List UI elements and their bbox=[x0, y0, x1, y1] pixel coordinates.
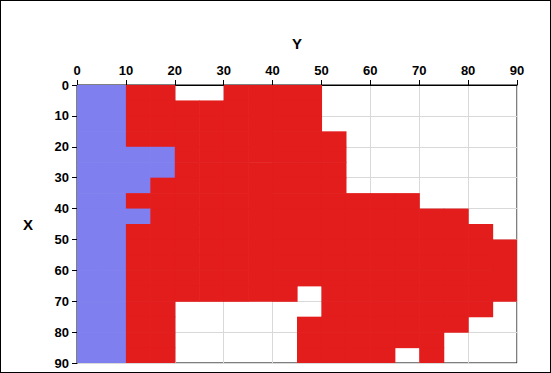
svg-text:0: 0 bbox=[62, 78, 69, 93]
svg-text:30: 30 bbox=[216, 63, 230, 78]
svg-text:10: 10 bbox=[55, 108, 69, 123]
svg-text:60: 60 bbox=[55, 263, 69, 278]
svg-text:20: 20 bbox=[168, 63, 182, 78]
svg-text:40: 40 bbox=[55, 201, 69, 216]
svg-text:X: X bbox=[23, 216, 33, 233]
svg-text:10: 10 bbox=[119, 63, 133, 78]
svg-text:60: 60 bbox=[363, 63, 377, 78]
svg-text:20: 20 bbox=[55, 139, 69, 154]
svg-text:70: 70 bbox=[55, 294, 69, 309]
svg-text:Y: Y bbox=[292, 35, 302, 52]
svg-text:50: 50 bbox=[314, 63, 328, 78]
svg-text:40: 40 bbox=[265, 63, 279, 78]
svg-text:90: 90 bbox=[510, 63, 524, 78]
svg-text:70: 70 bbox=[412, 63, 426, 78]
svg-text:30: 30 bbox=[55, 170, 69, 185]
svg-text:50: 50 bbox=[55, 232, 69, 247]
svg-text:80: 80 bbox=[55, 325, 69, 340]
svg-text:0: 0 bbox=[73, 63, 80, 78]
svg-text:90: 90 bbox=[55, 356, 69, 371]
svg-text:80: 80 bbox=[461, 63, 475, 78]
